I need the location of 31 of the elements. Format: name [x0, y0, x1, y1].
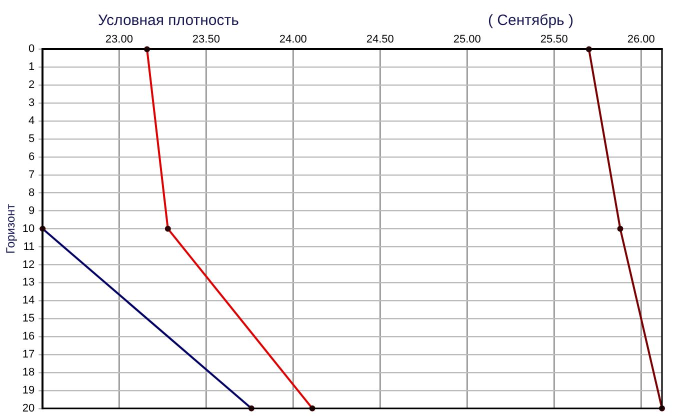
y-tick-label: 0: [28, 43, 35, 56]
x-tick-label: 25.00: [453, 34, 481, 46]
y-tick-label: 4: [28, 115, 35, 128]
y-tick-label: 17: [22, 348, 35, 361]
y-tick-label: 9: [28, 204, 35, 217]
x-tick-label: 26.00: [627, 34, 655, 46]
y-tick-label: 1: [28, 61, 35, 74]
x-tick-label: 25.50: [540, 34, 568, 46]
y-axis-title: Горизонт: [4, 203, 18, 254]
y-tick-label: 20: [22, 402, 35, 414]
y-tick-label: 11: [23, 240, 35, 253]
y-tick-label: 3: [28, 97, 35, 110]
chart-title: Условная плотность: [98, 12, 239, 29]
x-tick-label: 24.00: [279, 34, 307, 46]
y-tick-label: 12: [22, 258, 35, 271]
y-tick-label: 10: [22, 222, 35, 235]
x-tick-label: 24.50: [366, 34, 394, 46]
chart-subtitle: ( Сентябрь ): [488, 12, 574, 29]
x-tick-label: 23.00: [105, 34, 133, 46]
y-tick-label: 6: [28, 150, 35, 163]
y-tick-label: 7: [28, 168, 35, 181]
y-tick-label: 15: [22, 312, 35, 325]
y-tick-label: 19: [22, 384, 35, 396]
y-tick-label: 13: [22, 276, 35, 289]
y-tick-label: 8: [28, 186, 35, 199]
y-tick-label: 14: [22, 294, 35, 307]
y-tick-label: 16: [22, 330, 35, 343]
y-tick-label: 2: [28, 79, 35, 92]
x-tick-label: 23.50: [192, 34, 220, 46]
y-tick-label: 5: [28, 133, 35, 146]
y-tick-label: 18: [22, 366, 35, 379]
